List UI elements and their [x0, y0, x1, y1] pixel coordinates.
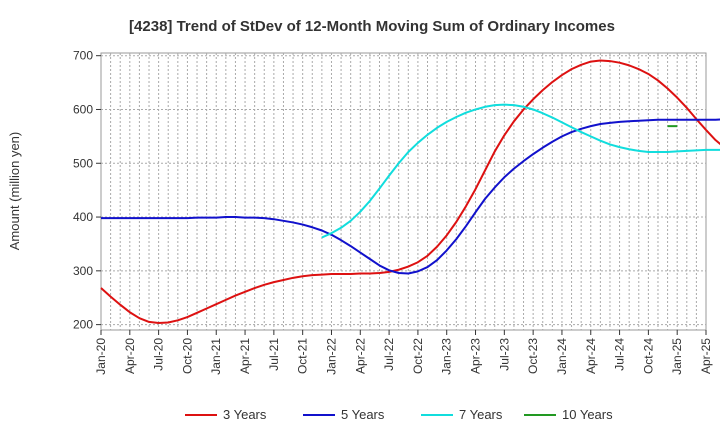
x-axis-ticks: Jan-20 Apr-20 Jul-20 Oct-20 Jan-21 Apr-21 Jul-…	[94, 330, 713, 375]
y-axis-ticks: 200 300 400 500 600 700	[73, 49, 101, 332]
x-tick-label: Apr-24	[584, 338, 598, 374]
y-tick-label: 200	[73, 318, 93, 332]
y-tick-label: 300	[73, 264, 93, 278]
x-tick-label: Apr-25	[699, 338, 713, 374]
legend-label: 10 Years	[562, 407, 613, 422]
chart-title: [4238] Trend of StDev of 12-Month Moving…	[129, 18, 615, 35]
series-line-3-years	[100, 59, 720, 325]
series-line-5-years	[101, 118, 720, 275]
x-tick-label: Jul-21	[267, 338, 281, 371]
x-tick-label: Oct-24	[641, 338, 655, 374]
x-tick-label: Jan-21	[209, 338, 223, 375]
y-tick-label: 500	[73, 156, 93, 170]
x-tick-label: Jan-24	[555, 338, 569, 375]
x-tick-label: Jul-23	[497, 338, 511, 371]
x-tick-label: Jan-20	[94, 338, 108, 375]
x-tick-label: Apr-23	[469, 338, 483, 374]
series-line-7-years	[321, 103, 720, 239]
legend-label: 5 Years	[341, 407, 385, 422]
legend: 3 Years 5 Years 7 Years 10 Years	[185, 407, 613, 422]
grid-lines	[101, 53, 706, 330]
x-tick-label: Jan-23	[440, 338, 454, 375]
x-tick-label: Oct-23	[526, 338, 540, 374]
plot-area	[100, 52, 707, 331]
x-tick-label: Oct-21	[296, 338, 310, 374]
x-tick-label: Jan-22	[324, 338, 338, 375]
x-tick-label: Jul-24	[613, 338, 627, 371]
x-tick-label: Jul-22	[382, 338, 396, 371]
y-tick-label: 600	[73, 102, 93, 116]
legend-label: 3 Years	[223, 407, 267, 422]
x-tick-label: Apr-21	[238, 338, 252, 374]
x-tick-label: Apr-22	[353, 338, 367, 374]
y-tick-label: 400	[73, 210, 93, 224]
x-tick-label: Jul-20	[152, 338, 166, 371]
legend-label: 7 Years	[459, 407, 503, 422]
series-lines	[100, 59, 720, 325]
x-tick-label: Oct-22	[411, 338, 425, 374]
x-tick-label: Apr-20	[123, 338, 137, 374]
y-axis-label: Amount (million yen)	[7, 132, 22, 251]
x-tick-label: Jan-25	[670, 338, 684, 375]
x-tick-label: Oct-20	[180, 338, 194, 374]
y-tick-label: 700	[73, 49, 93, 63]
